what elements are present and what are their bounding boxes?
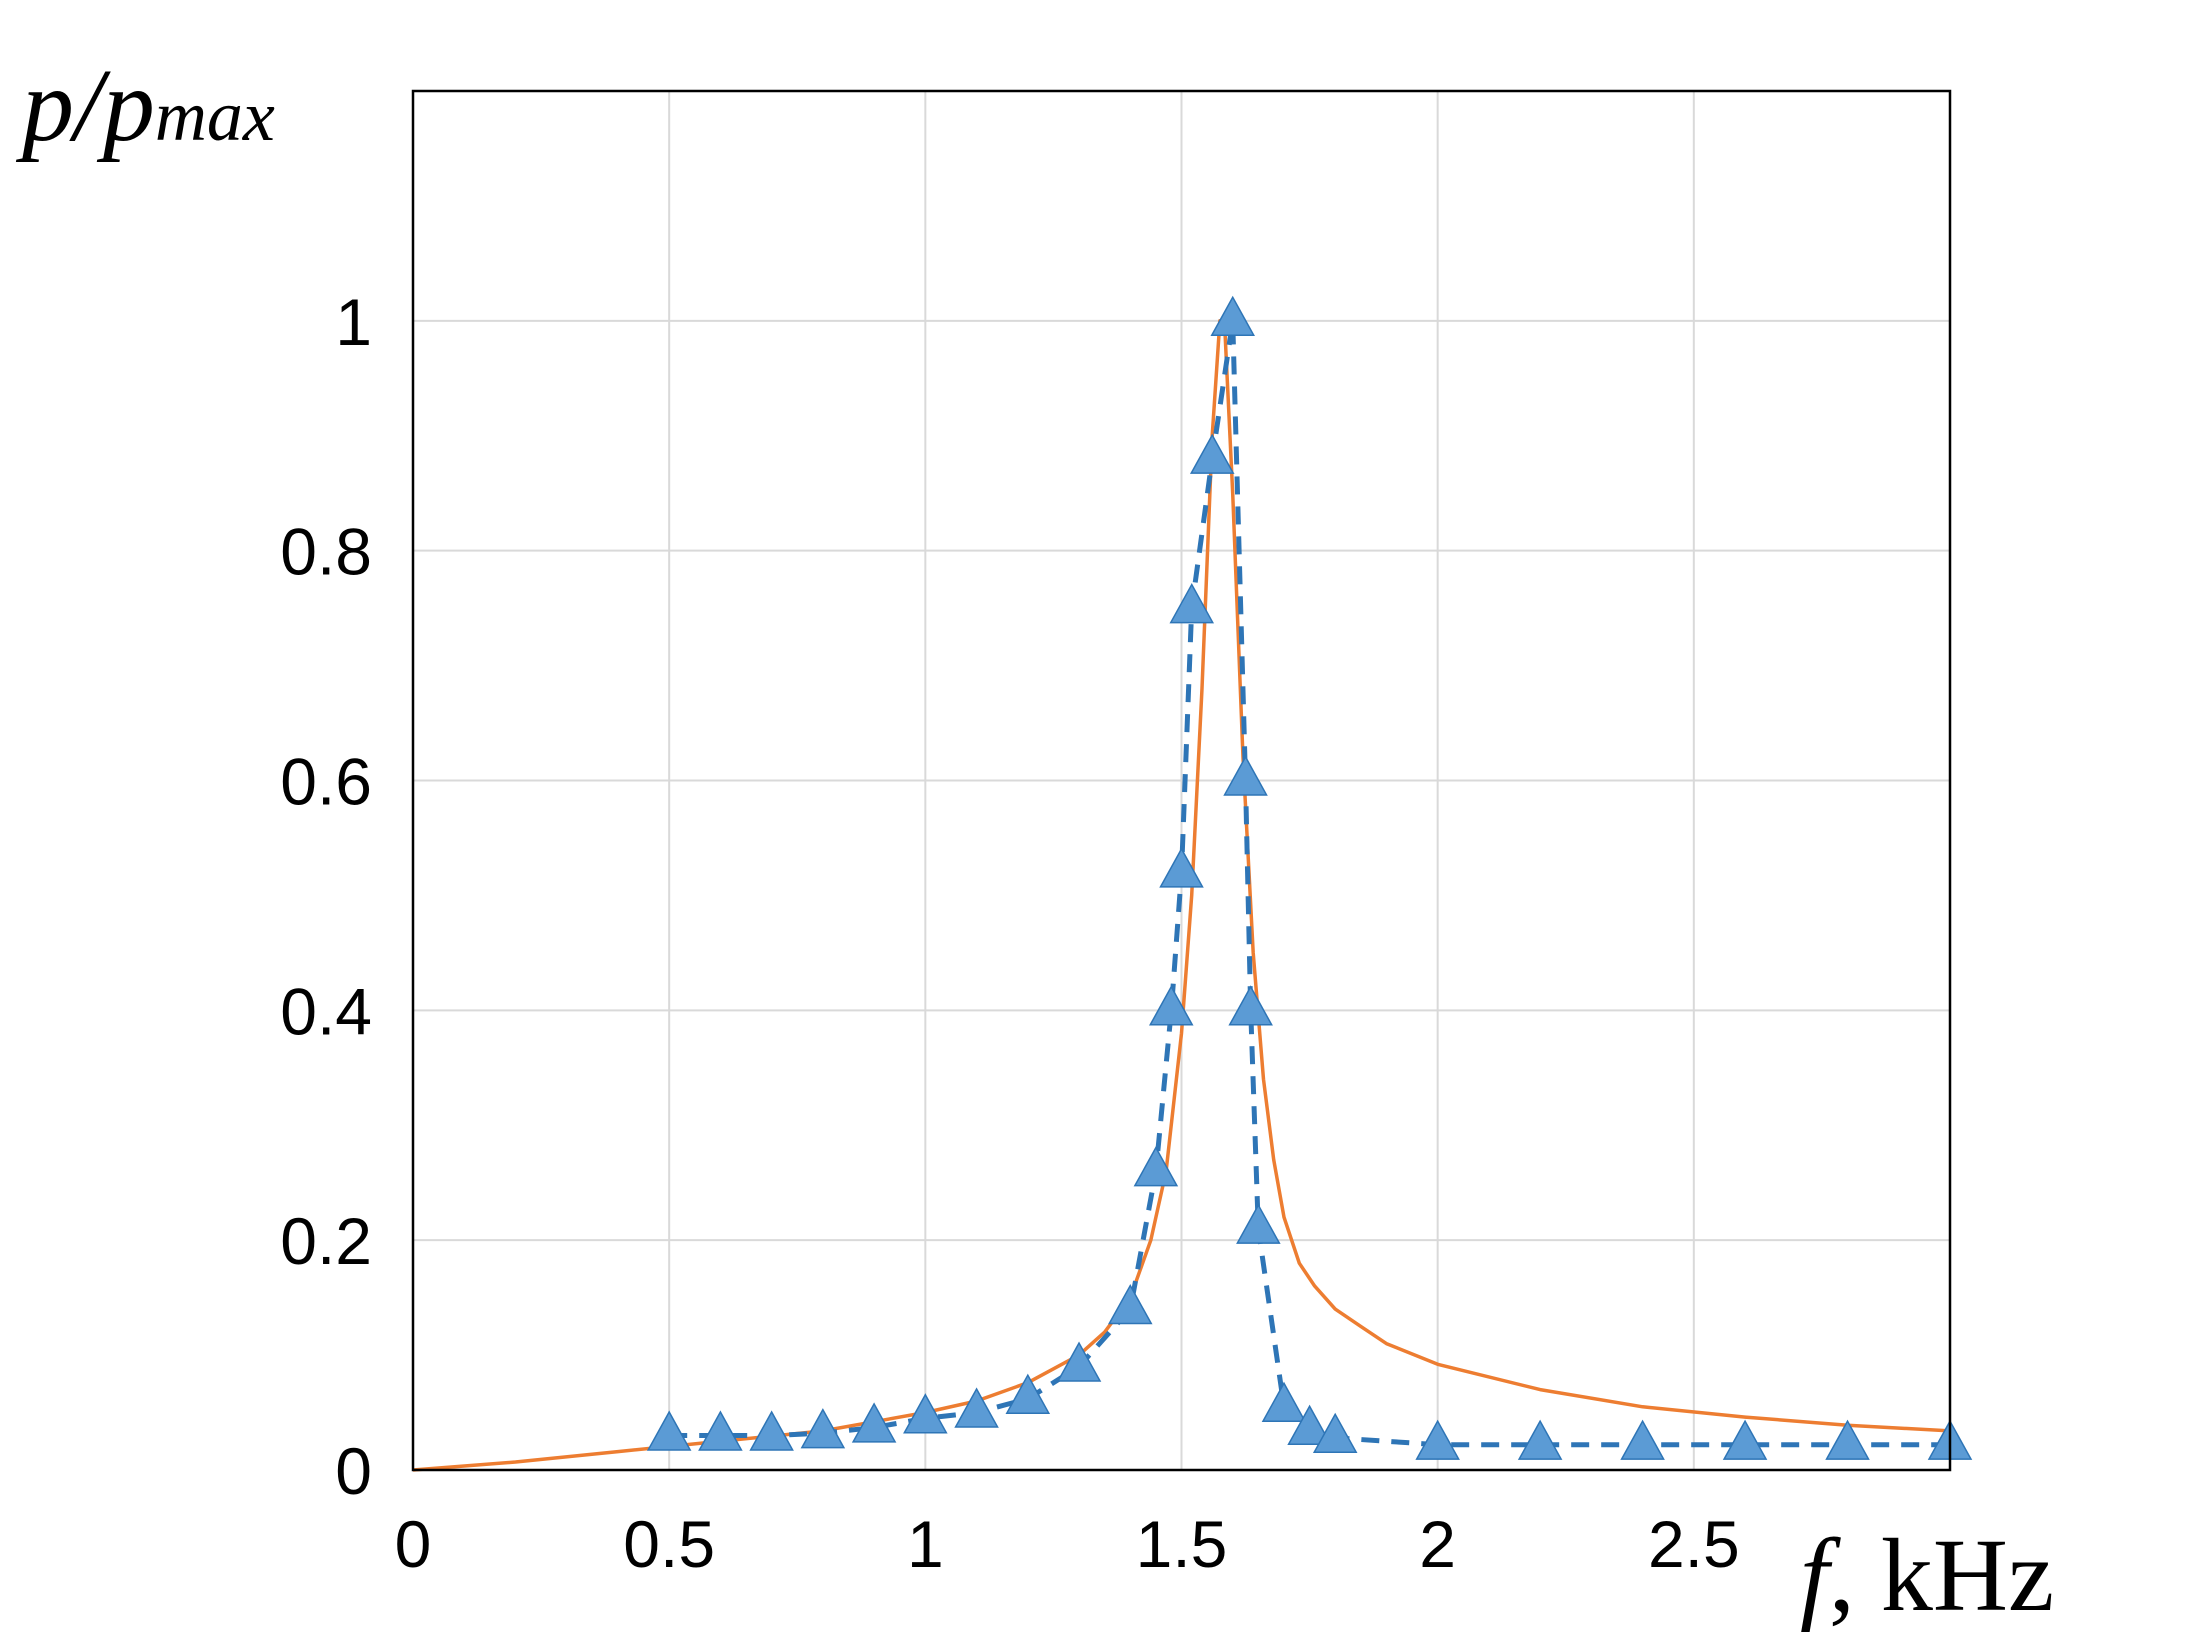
series-2-marker — [903, 1393, 948, 1434]
series-2-marker — [1825, 1419, 1870, 1460]
series-2-marker — [1107, 1284, 1153, 1325]
series-2-marker — [851, 1402, 897, 1443]
y-axis-title: p/pmax — [15, 48, 275, 163]
series-2-marker — [1312, 1412, 1358, 1454]
series-2-marker — [749, 1410, 794, 1451]
x-tick-label: 2.5 — [1648, 1507, 1740, 1581]
series-2-marker — [1223, 755, 1268, 796]
series-2-marker — [1210, 295, 1256, 337]
series-2-marker — [646, 1410, 692, 1451]
series-2-marker — [1287, 1404, 1332, 1445]
x-tick-label: 0 — [395, 1507, 432, 1581]
series-2-marker — [1517, 1419, 1563, 1460]
x-tick-label: 1 — [907, 1507, 944, 1581]
series-2-line — [669, 318, 1950, 1448]
series-2-marker — [1159, 847, 1204, 888]
y-axis-title-symbol: p/p — [15, 48, 155, 163]
series-2-marker — [954, 1387, 999, 1428]
y-axis-title-subscript: max — [155, 76, 275, 156]
x-axis-title: f, kHz — [1800, 1518, 2054, 1633]
x-tick-label: 0.5 — [623, 1507, 715, 1581]
y-tick-label: 0.4 — [280, 974, 372, 1048]
series-2-marker — [1189, 433, 1235, 474]
series-2-marker — [1236, 1203, 1281, 1244]
x-axis-title-unit: , kHz — [1829, 1518, 2054, 1633]
y-tick-label: 0.6 — [280, 745, 372, 819]
series-2-marker — [800, 1408, 846, 1449]
series-2-marker — [1722, 1419, 1768, 1460]
series-2-marker — [1228, 985, 1273, 1026]
series-layer — [412, 295, 1973, 1472]
series-2-marker — [1056, 1341, 1102, 1382]
series-2-marker — [1005, 1373, 1051, 1414]
y-tick-label: 0.8 — [280, 515, 372, 589]
x-tick-labels: 0 0.5 1 1.5 2 2.5 — [395, 1507, 1740, 1581]
plot-area-frame — [411, 89, 1952, 1472]
series-2-marker — [1148, 985, 1194, 1026]
y-tick-label: 0 — [335, 1434, 372, 1508]
y-tick-labels: 0 0.2 0.4 0.6 0.8 1 — [280, 285, 372, 1508]
series-2-marker — [1133, 1146, 1179, 1187]
series-2-marker — [1169, 583, 1215, 624]
x-tick-label: 2 — [1419, 1507, 1456, 1581]
gridlines — [413, 91, 1950, 1470]
y-tick-label: 1 — [335, 285, 372, 359]
x-tick-label: 1.5 — [1136, 1507, 1228, 1581]
series-2-marker — [698, 1410, 743, 1451]
y-tick-label: 0.2 — [280, 1204, 372, 1278]
series-2-marker — [1261, 1381, 1307, 1422]
series-2-marker — [1415, 1419, 1460, 1460]
series-2-marker — [1620, 1419, 1665, 1460]
